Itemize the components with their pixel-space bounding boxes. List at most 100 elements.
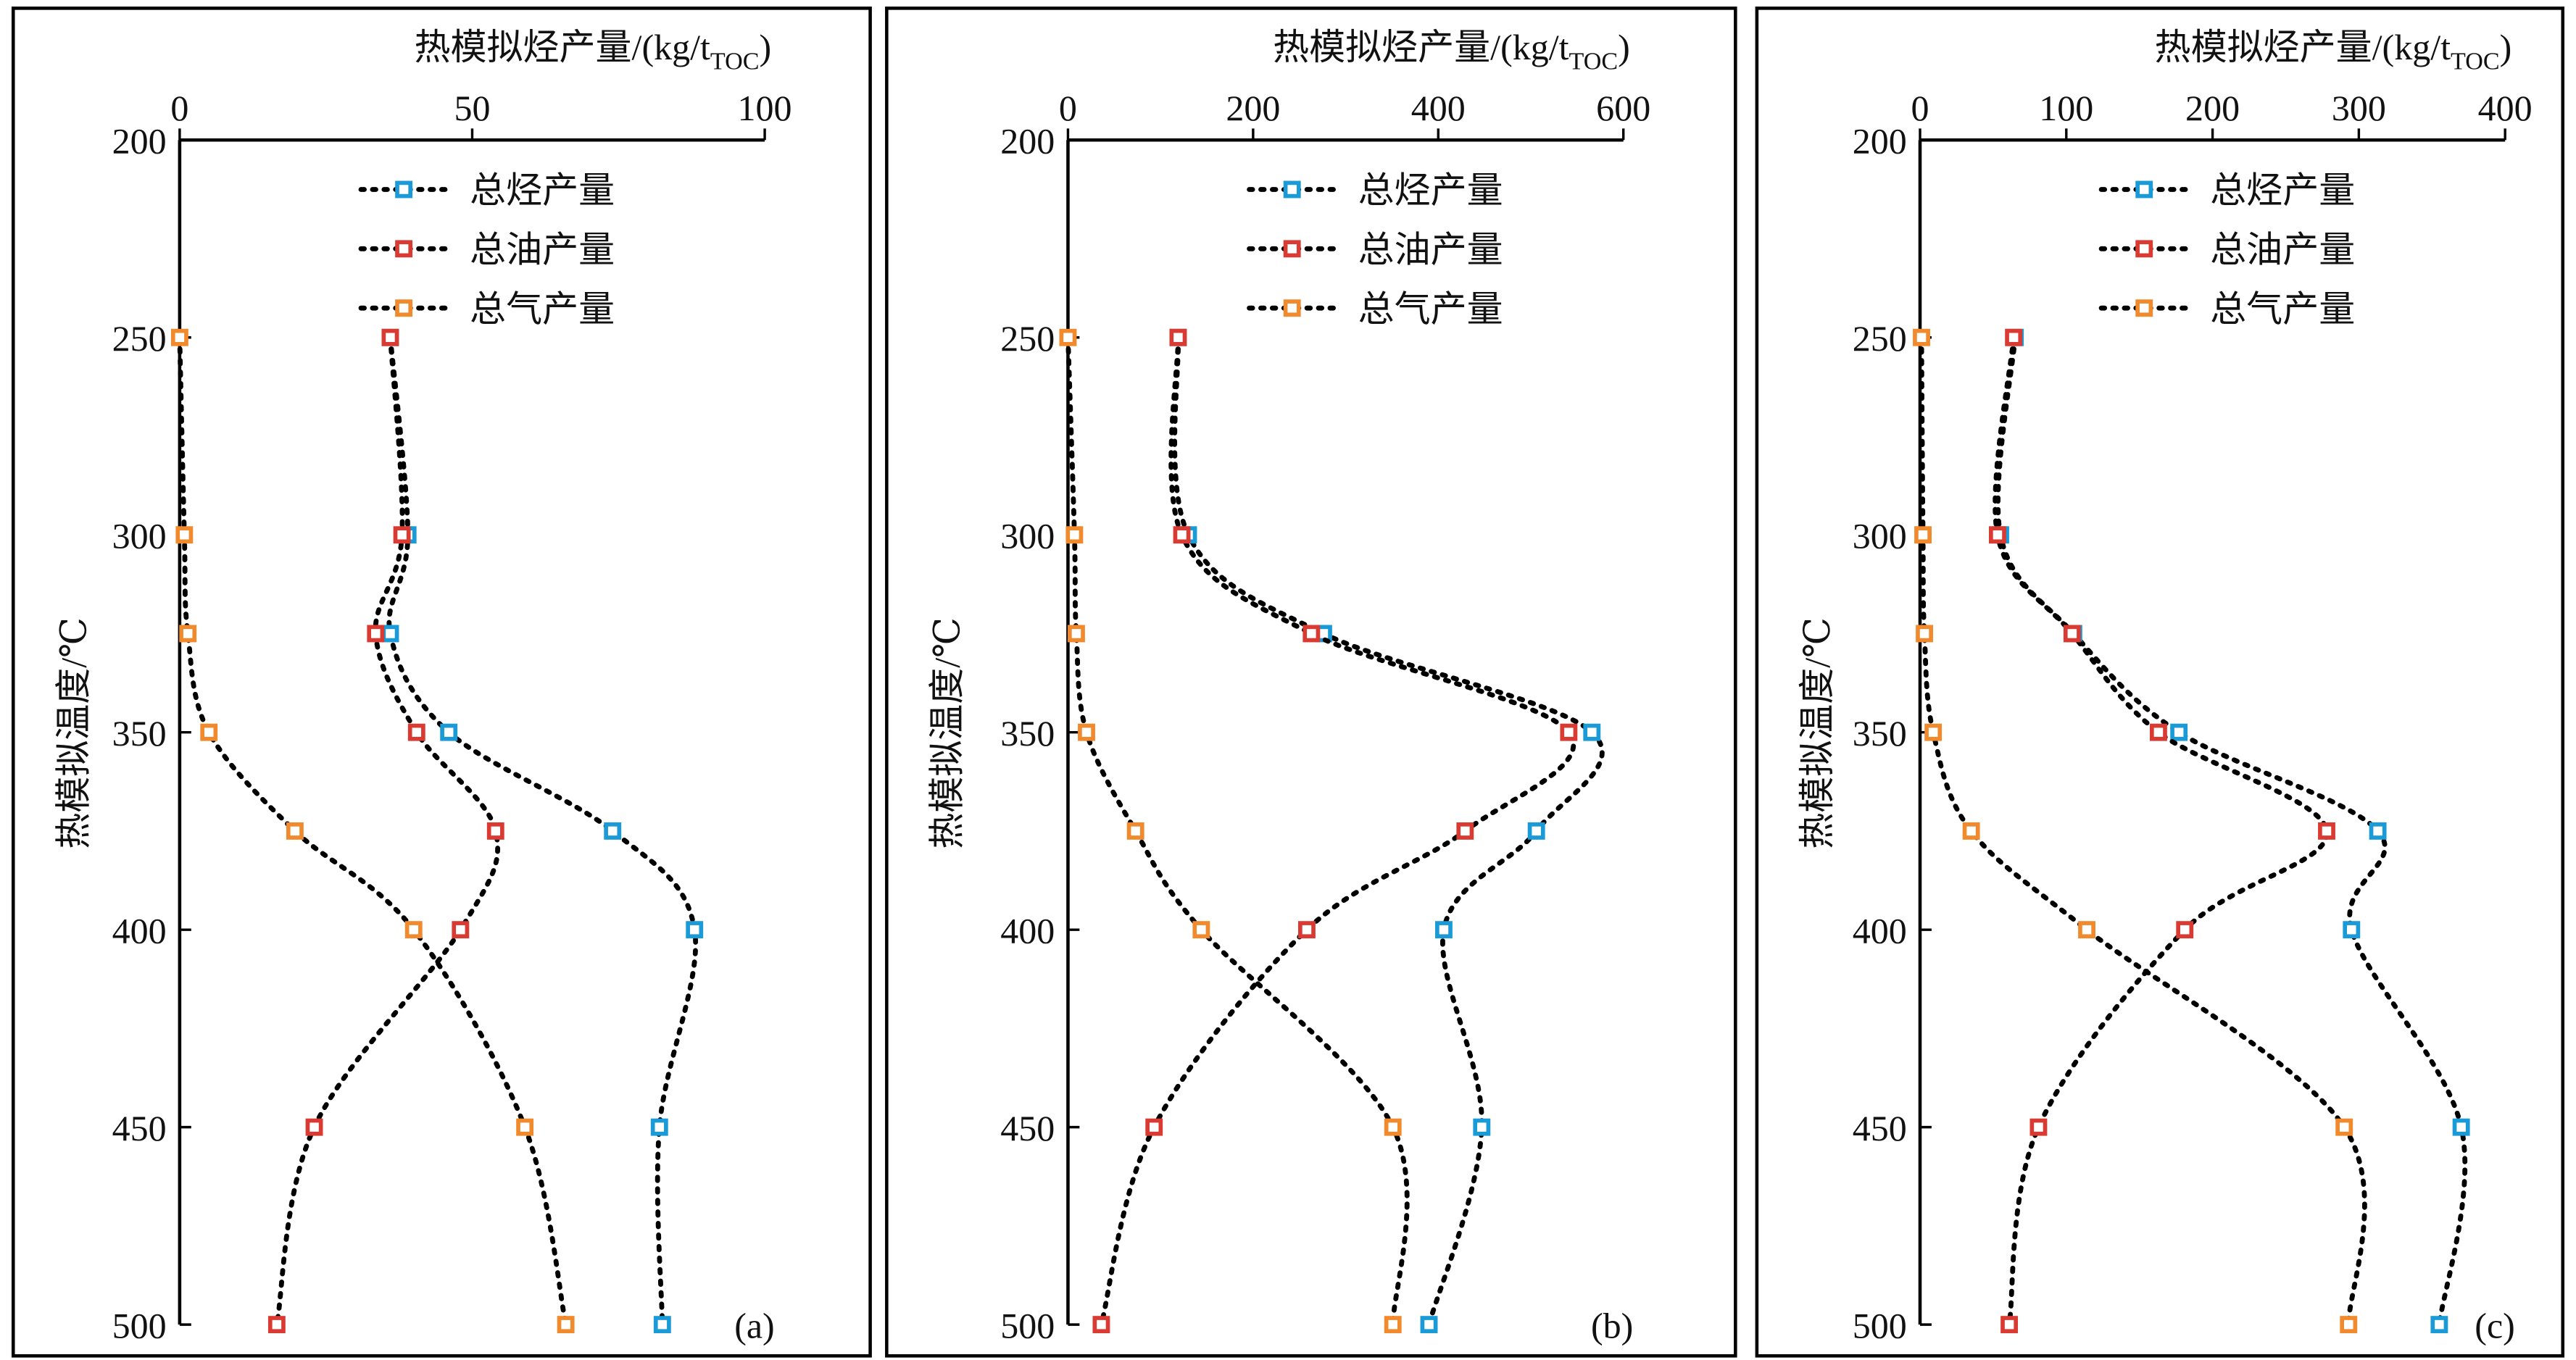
y-tick-label: 200 — [1000, 120, 1055, 161]
y-tick-label: 300 — [1000, 515, 1055, 556]
data-point — [1435, 921, 1453, 939]
data-point — [2063, 625, 2081, 643]
x-axis-label: 热模拟烃产量/(kg/tTOC) — [414, 27, 771, 75]
y-tick-label: 400 — [1853, 910, 1907, 951]
y-tick-label: 450 — [1000, 1108, 1055, 1148]
x-tick-label: 50 — [454, 88, 490, 128]
data-point — [1126, 822, 1144, 840]
data-point — [2452, 1118, 2470, 1136]
x-tick-label: 200 — [2185, 88, 2240, 128]
series-line — [1172, 335, 1605, 1327]
x-axis-label-sub: TOC — [2451, 48, 2500, 75]
data-point — [2078, 921, 2095, 939]
x-axis-label-main: 热模拟烃产量/(kg/t — [1273, 27, 1569, 67]
legend-label: 总油产量 — [1358, 230, 1503, 270]
y-tick-label: 500 — [1853, 1305, 1907, 1346]
y-tick-label: 300 — [112, 515, 167, 556]
series-line — [1065, 335, 1410, 1327]
panel-frame — [11, 7, 872, 1358]
data-point — [1989, 526, 2006, 544]
x-tick-label: 400 — [2478, 88, 2533, 128]
data-point — [1173, 526, 1191, 544]
data-point — [2170, 723, 2188, 741]
y-tick-label: 400 — [112, 910, 167, 951]
data-point — [1192, 921, 1210, 939]
series-line — [274, 335, 500, 1327]
data-point — [653, 1316, 671, 1334]
data-point — [516, 1118, 534, 1136]
data-point — [381, 625, 399, 643]
legend-label: 总气产量 — [1358, 288, 1503, 329]
data-point — [604, 822, 622, 840]
data-point — [686, 921, 704, 939]
data-point — [305, 1118, 323, 1136]
data-point — [200, 723, 218, 741]
data-point — [2176, 921, 2194, 939]
data-point — [179, 625, 197, 643]
data-point — [267, 1316, 286, 1334]
panel-frame — [885, 7, 1737, 1358]
data-point — [175, 526, 194, 544]
data-point — [1456, 822, 1474, 840]
legend-marker — [395, 299, 413, 317]
data-point — [2343, 921, 2361, 939]
legend-label: 总油产量 — [470, 230, 615, 270]
legend-marker — [395, 180, 413, 199]
data-point — [1302, 625, 1321, 643]
panel-label: (a) — [734, 1305, 775, 1346]
x-axis-label-end: ) — [760, 27, 772, 67]
series-line — [1993, 335, 2330, 1327]
data-point — [486, 822, 504, 840]
series-line — [177, 335, 569, 1327]
legend-marker — [1283, 240, 1301, 258]
legend-marker — [395, 240, 413, 258]
data-point — [2335, 1118, 2353, 1136]
data-point — [1914, 526, 1932, 544]
x-tick-label: 100 — [738, 88, 792, 128]
data-point — [1059, 328, 1077, 346]
data-point — [1527, 822, 1545, 840]
x-axis-label-end: ) — [1618, 27, 1630, 67]
data-point — [1169, 328, 1187, 346]
data-point — [1924, 723, 1943, 741]
data-point — [2369, 822, 2387, 840]
data-point — [1145, 1118, 1163, 1136]
data-point — [393, 526, 411, 544]
y-tick-label: 400 — [1000, 910, 1055, 951]
y-tick-label: 500 — [1000, 1305, 1055, 1346]
series-line — [1995, 335, 2468, 1327]
legend-marker — [1283, 299, 1301, 317]
data-point — [440, 723, 458, 741]
y-tick-label: 250 — [1000, 318, 1055, 359]
data-point — [2340, 1316, 2358, 1334]
data-point — [2318, 822, 2335, 840]
y-tick-label: 200 — [1853, 120, 1907, 161]
legend-label: 总烃产量 — [1358, 170, 1503, 211]
x-tick-label: 400 — [1411, 88, 1466, 128]
data-point — [650, 1118, 668, 1136]
y-tick-label: 300 — [1853, 515, 1907, 556]
data-point — [381, 328, 399, 346]
x-tick-label: 100 — [2039, 88, 2093, 128]
data-point — [407, 723, 425, 741]
data-point — [2005, 328, 2023, 346]
y-axis-label: 热模拟温度/℃ — [53, 617, 94, 849]
x-tick-label: 200 — [1226, 88, 1280, 128]
x-tick-label: 0 — [1911, 88, 1929, 128]
legend-label: 总气产量 — [470, 288, 615, 329]
legend-label: 总烃产量 — [2210, 170, 2355, 211]
data-point — [557, 1316, 575, 1334]
data-point — [1962, 822, 1980, 840]
y-tick-label: 450 — [1853, 1108, 1907, 1148]
data-point — [1473, 1118, 1491, 1136]
data-point — [1384, 1118, 1402, 1136]
data-point — [2029, 1118, 2048, 1136]
y-axis-label: 热模拟温度/℃ — [1797, 617, 1837, 849]
data-point — [367, 625, 385, 643]
legend-label: 总烃产量 — [470, 170, 615, 211]
legend-marker — [2135, 299, 2153, 317]
panel-frame — [1755, 7, 2565, 1358]
data-point — [1583, 723, 1601, 741]
x-tick-label: 300 — [2332, 88, 2386, 128]
